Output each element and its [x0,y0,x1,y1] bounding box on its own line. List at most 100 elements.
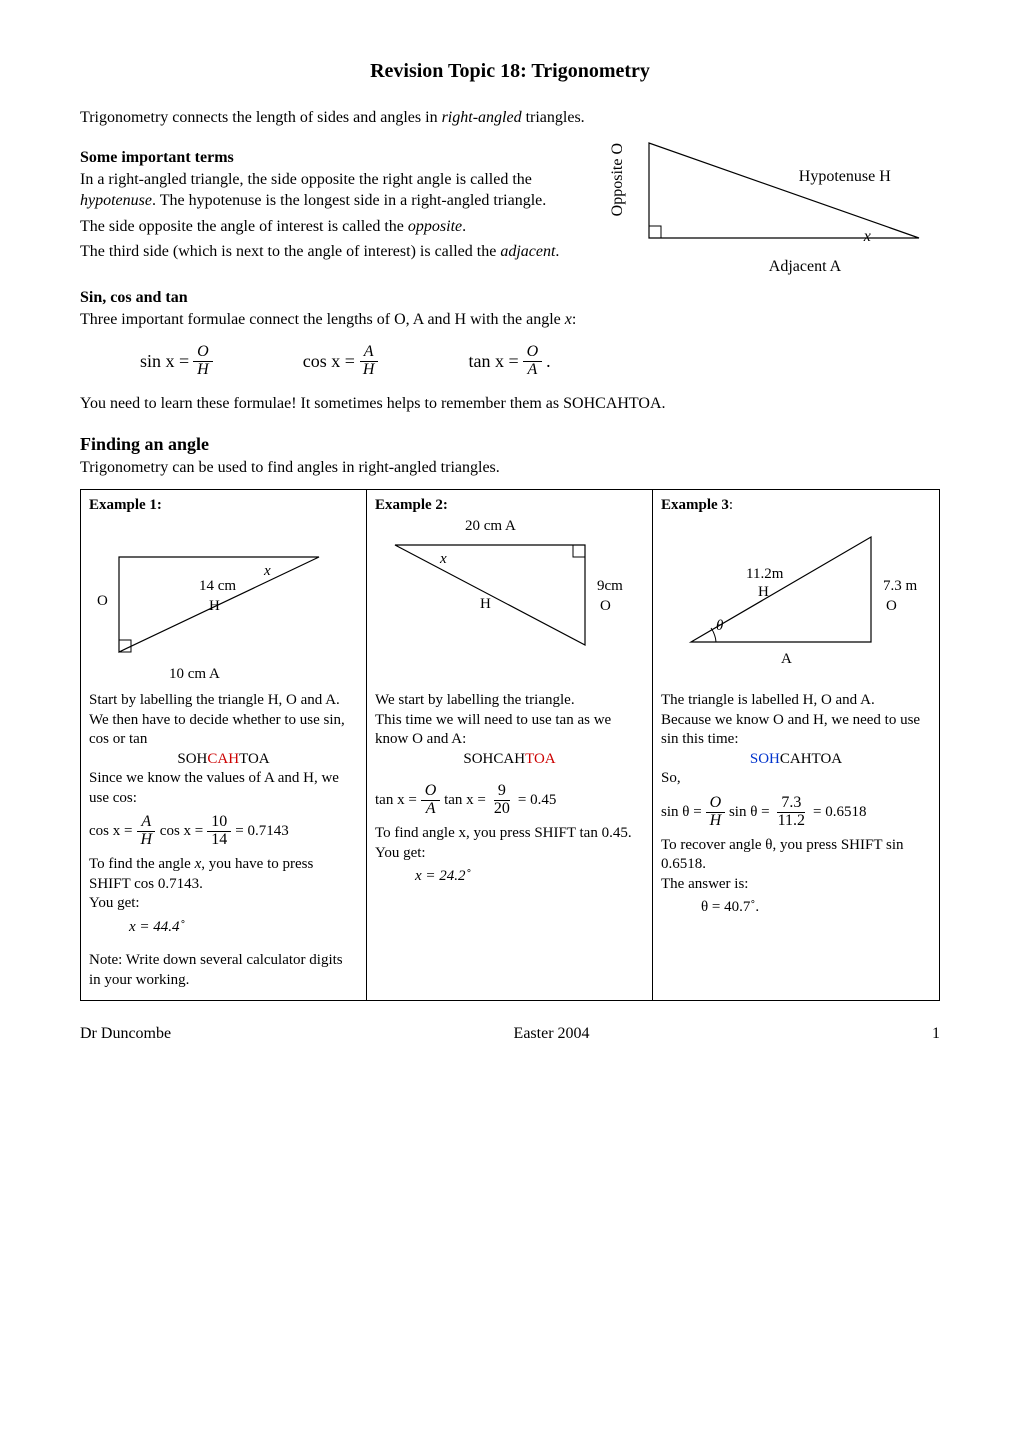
ex2-f2-rhs: = 0.45 [518,791,556,811]
cos-num: A [360,344,378,362]
ex3-f2-num: 7.3 [777,795,805,813]
ex1-f2-lhs: cos x = [160,822,203,842]
ex1-title: Example 1: [89,496,358,516]
cos-den: H [359,362,379,379]
footer-author: Dr Duncombe [80,1025,171,1043]
ex1-f2-num: 10 [207,814,231,832]
ex3-title-tail: : [729,497,733,513]
terms-p1-em: hypotenuse [80,192,152,209]
ex2-p4: You get: [375,844,644,864]
ex1-f2-den: 14 [207,832,231,849]
triangle-icon [639,133,939,253]
terms-heading: Some important terms [80,149,579,167]
ex3-O-label: O [886,597,897,617]
ex2-title: Example 2: [375,496,644,516]
ex3-f1-num: O [706,795,726,813]
ex2-O-label: O [600,597,611,617]
ex1-p2: We then have to decide whether to use si… [89,711,358,750]
intro-paragraph: Trigonometry connects the length of side… [80,107,940,129]
ex3-title-text: Example 3 [661,497,729,513]
page-title: Revision Topic 18: Trigonometry [80,60,940,83]
terms-p3a: The third side (which is next to the ang… [80,243,500,260]
ex1-toa: TOA [239,751,270,767]
ex1-f2-rhs: = 0.7143 [235,822,288,842]
ex2-f1-den: A [422,801,440,818]
adjacent-label: Adjacent A [769,258,841,276]
ex1-O-label: O [97,592,108,612]
example-3-cell: Example 3: 11.2m H 7.3 m O θ A The trian… [653,490,939,1000]
ex3-p2b: So, [661,769,931,789]
ex1-p4: To find the angle x, you have to press S… [89,855,358,894]
terms-p1a: In a right-angled triangle, the side opp… [80,171,532,188]
footer-date: Easter 2004 [514,1025,590,1043]
formula-row: sin x = OH cos x = AH tan x = OA . [140,344,940,379]
ex2-f1-num: O [421,783,441,801]
ex3-A-label: A [781,650,792,670]
ex2-H-label: H [480,595,491,615]
terms-p1b: . The hypotenuse is the longest side in … [152,192,546,209]
ex1-f1-num: A [137,814,155,832]
ex3-diagram: 11.2m H 7.3 m O θ A [661,517,931,687]
tan-lhs: tan x = [468,351,518,372]
ex3-p2: Because we know O and H, we need to use … [661,711,931,750]
ex2-top-label: 20 cm A [465,517,516,537]
ex1-diagram: O 14 cm H x 10 cm A [89,517,358,687]
ex3-73-label: 7.3 m [883,577,917,597]
tan-den: A [524,362,542,379]
hypotenuse-label: Hypotenuse H [799,168,891,186]
tan-formula: tan x = OA . [468,344,550,379]
ex3-f1: sin θ = OH [661,795,725,830]
sin-lhs: sin x = [140,351,189,372]
sin-den: H [193,362,213,379]
main-triangle-diagram: Opposite O Hypotenuse H x Adjacent A [589,133,940,273]
ex2-p3: To find angle x, you press SHIFT tan 0.4… [375,824,644,844]
ex2-9cm-label: 9cm [597,577,623,597]
ex2-p2: This time we will need to use tan as we … [375,711,644,750]
ex2-diagram: 20 cm A x 9cm O H [375,517,644,687]
ex3-rest: CAHTOA [780,751,842,767]
ex2-triangle-icon [375,535,635,675]
sincostan-intro-a: Three important formulae connect the len… [80,311,565,328]
ex1-p3: Since we know the values of A and H, we … [89,769,358,808]
terms-p2: The side opposite the angle of interest … [80,216,579,238]
ex3-p3: To recover angle θ, you press SHIFT sin … [661,836,931,875]
ex2-answer: x = 24.2˚ [415,867,644,887]
ex1-14cm-label: 14 cm [199,577,236,597]
sincostan-intro-x: x [565,311,572,328]
ex1-x-label: x [264,562,271,582]
terms-p2b: . [462,218,466,235]
ex3-f2: sin θ = 7.311.2 = 0.6518 [729,795,867,830]
ex2-x-label: x [440,550,447,570]
ex3-112-label: 11.2m [746,565,783,585]
ex1-answer: x = 44.4˚ [129,918,358,938]
ex2-p1: We start by labelling the triangle. [375,691,644,711]
ex3-title: Example 3: [661,496,931,516]
sincostan-heading: Sin, cos and tan [80,289,940,307]
ex2-sohcah: SOHCAH [463,751,525,767]
ex2-f1-lhs: tan x = [375,791,417,811]
tan-num: O [523,344,543,362]
intro-tail: triangles. [522,109,585,126]
terms-p1: In a right-angled triangle, the side opp… [80,169,579,212]
ex3-sohcahtoa: SOHCAHTOA [661,750,931,770]
ex1-sohcahtoa: SOHCAHTOA [89,750,358,770]
sin-num: O [193,344,213,362]
ex1-p5: You get: [89,894,358,914]
ex2-f2-num: 9 [494,783,510,801]
terms-p3-em: adjacent [500,243,555,260]
sincostan-intro: Three important formulae connect the len… [80,309,940,331]
ex3-p4: The answer is: [661,875,931,895]
ex2-f2-den: 20 [490,801,514,818]
cos-lhs: cos x = [303,351,355,372]
ex2-sohcahtoa: SOHCAHTOA [375,750,644,770]
cos-formula: cos x = AH [303,344,379,379]
page-footer: Dr Duncombe Easter 2004 1 [80,1025,940,1043]
ex3-p1: The triangle is labelled H, O and A. [661,691,931,711]
ex3-f1-den: H [706,813,726,830]
ex1-H-label: H [209,597,220,617]
examples-table: Example 1: O 14 cm H x 10 cm A Start by … [80,489,940,1001]
finding-heading: Finding an angle [80,434,940,455]
ex3-f2-lhs: sin θ = [729,803,770,823]
sincostan-intro-b: : [572,311,576,328]
learn-line: You need to learn these formulae! It som… [80,393,940,415]
